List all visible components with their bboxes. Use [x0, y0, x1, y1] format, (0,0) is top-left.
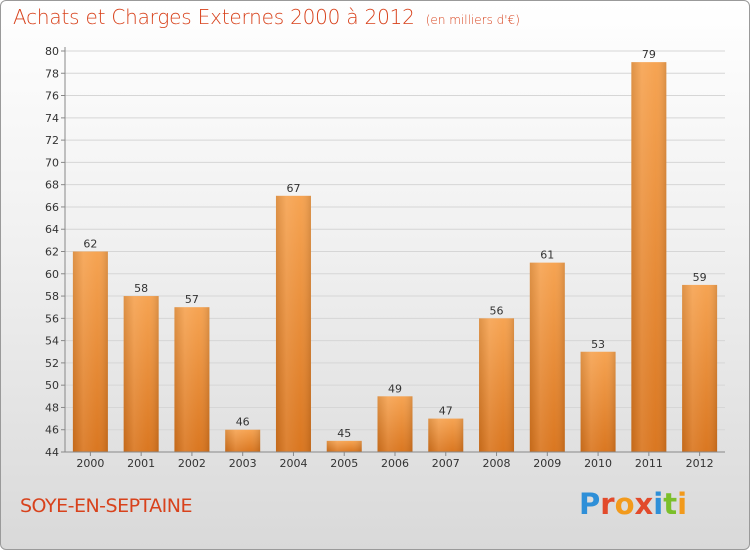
- bar-value-label: 45: [337, 427, 351, 440]
- x-tick-label: 2010: [584, 457, 612, 470]
- logo-letter: i: [677, 487, 688, 521]
- commune-name: SOYE-EN-SEPTAINE: [20, 495, 193, 517]
- bar-value-label: 59: [693, 271, 707, 284]
- y-tick-label: 56: [45, 312, 59, 325]
- logo-letter: x: [634, 487, 654, 521]
- bar-shade: [631, 62, 667, 453]
- bar-shade: [529, 262, 565, 452]
- chart-title: Achats et Charges Externes 2000 à 2012 (…: [13, 5, 520, 29]
- chart-unit-text: (en milliers d'€): [425, 13, 520, 27]
- logo-letter: i: [653, 487, 664, 521]
- bar-value-label: 67: [286, 182, 300, 195]
- bar-value-label: 47: [439, 405, 453, 418]
- bar-shade: [174, 307, 210, 452]
- y-tick-label: 62: [45, 246, 59, 259]
- x-tick-label: 2008: [483, 457, 511, 470]
- chart-title-text: Achats et Charges Externes 2000 à 2012: [13, 5, 415, 29]
- bar-shade: [580, 351, 616, 452]
- bar-value-label: 56: [490, 304, 504, 317]
- y-tick-label: 48: [45, 401, 59, 414]
- bar-shade: [72, 251, 108, 452]
- y-tick-label: 64: [45, 223, 59, 236]
- x-tick-label: 2004: [279, 457, 307, 470]
- y-tick-label: 60: [45, 268, 59, 281]
- y-tick-label: 68: [45, 179, 59, 192]
- bar-value-label: 61: [540, 249, 554, 262]
- y-tick-label: 78: [45, 67, 59, 80]
- y-tick-label: 76: [45, 90, 59, 103]
- y-tick-label: 80: [45, 45, 59, 58]
- y-tick-label: 52: [45, 357, 59, 370]
- x-tick-label: 2005: [330, 457, 358, 470]
- x-tick-label: 2001: [127, 457, 155, 470]
- bar-value-label: 49: [388, 382, 402, 395]
- y-tick-label: 44: [45, 446, 59, 459]
- y-tick-label: 50: [45, 379, 59, 392]
- y-tick-label: 72: [45, 134, 59, 147]
- bar-shade: [275, 195, 311, 453]
- x-tick-label: 2007: [432, 457, 460, 470]
- bar-shade: [225, 429, 261, 452]
- bar-value-label: 57: [185, 293, 199, 306]
- x-tick-label: 2002: [178, 457, 206, 470]
- x-tick-label: 2009: [533, 457, 561, 470]
- logo-letter: t: [663, 487, 678, 521]
- bar-value-label: 46: [236, 416, 250, 429]
- bar-shade: [326, 440, 362, 452]
- y-tick-label: 58: [45, 290, 59, 303]
- x-tick-label: 2011: [635, 457, 663, 470]
- bar-shade: [479, 318, 515, 452]
- x-tick-label: 2006: [381, 457, 409, 470]
- logo-letter: r: [600, 487, 615, 521]
- x-tick-label: 2012: [686, 457, 714, 470]
- y-tick-label: 74: [45, 112, 59, 125]
- x-tick-label: 2003: [229, 457, 257, 470]
- x-tick-label: 2000: [76, 457, 104, 470]
- y-tick-label: 70: [45, 156, 59, 169]
- bar-value-label: 53: [591, 338, 605, 351]
- y-tick-label: 46: [45, 424, 59, 437]
- bar-value-label: 79: [642, 48, 656, 61]
- proxiti-logo[interactable]: Proxiti: [579, 487, 687, 521]
- bar-shade: [123, 296, 159, 452]
- logo-letter: P: [579, 487, 601, 521]
- bar-shade: [428, 418, 464, 452]
- bar-layer: 62 58 57 46 67 45 49 47 56 61 53 79 59: [72, 48, 718, 453]
- bar-value-label: 58: [134, 282, 148, 295]
- logo-letter: o: [614, 487, 635, 521]
- y-tick-label: 66: [45, 201, 59, 214]
- bar-shade: [682, 284, 718, 452]
- axis-layer: 44 46 48 50 52 54 56 58 60 62 64 66 68 70 72 74 76 78 80 20…: [45, 45, 725, 470]
- y-tick-label: 54: [45, 335, 59, 348]
- bar-shade: [377, 396, 413, 452]
- bar-value-label: 62: [83, 238, 97, 251]
